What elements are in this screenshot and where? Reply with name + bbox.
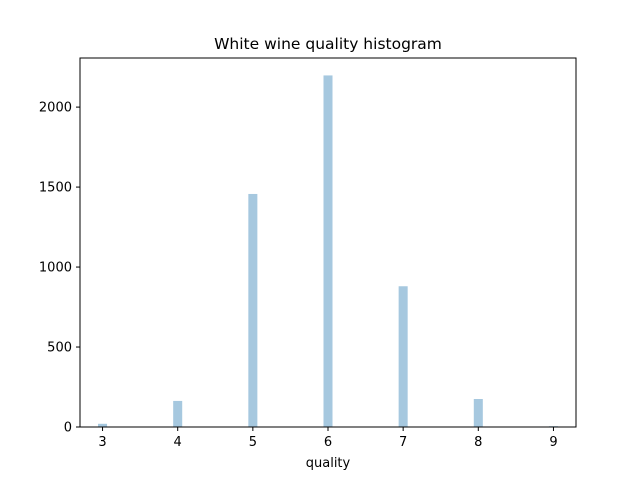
y-tick-label-2000: 2000 bbox=[39, 101, 72, 116]
bar-quality-8 bbox=[473, 399, 483, 427]
x-tick-label-9: 9 bbox=[549, 435, 557, 450]
x-tick-label-6: 6 bbox=[324, 435, 332, 450]
chart-title: White wine quality histogram bbox=[214, 35, 442, 53]
x-tick-label-8: 8 bbox=[474, 435, 482, 450]
y-tick-label-0: 0 bbox=[64, 421, 72, 436]
bar-quality-3 bbox=[98, 423, 108, 427]
x-ticks-layer: 3 4 5 6 7 8 9 bbox=[98, 427, 558, 450]
y-ticks-layer: 0 500 1000 1500 2000 bbox=[39, 101, 80, 436]
y-tick-label-500: 500 bbox=[47, 341, 72, 356]
bar-quality-5 bbox=[248, 193, 258, 427]
plot-frame bbox=[79, 57, 577, 428]
x-tick-label-4: 4 bbox=[174, 435, 182, 450]
x-tick-label-5: 5 bbox=[249, 435, 257, 450]
bar-quality-6 bbox=[323, 75, 333, 428]
y-tick-label-1500: 1500 bbox=[39, 181, 72, 196]
bar-quality-7 bbox=[398, 286, 408, 427]
x-tick-label-7: 7 bbox=[399, 435, 407, 450]
bar-quality-4 bbox=[173, 400, 183, 427]
x-axis-label: quality bbox=[306, 456, 351, 471]
x-tick-label-3: 3 bbox=[98, 435, 106, 450]
y-tick-label-1000: 1000 bbox=[39, 261, 72, 276]
